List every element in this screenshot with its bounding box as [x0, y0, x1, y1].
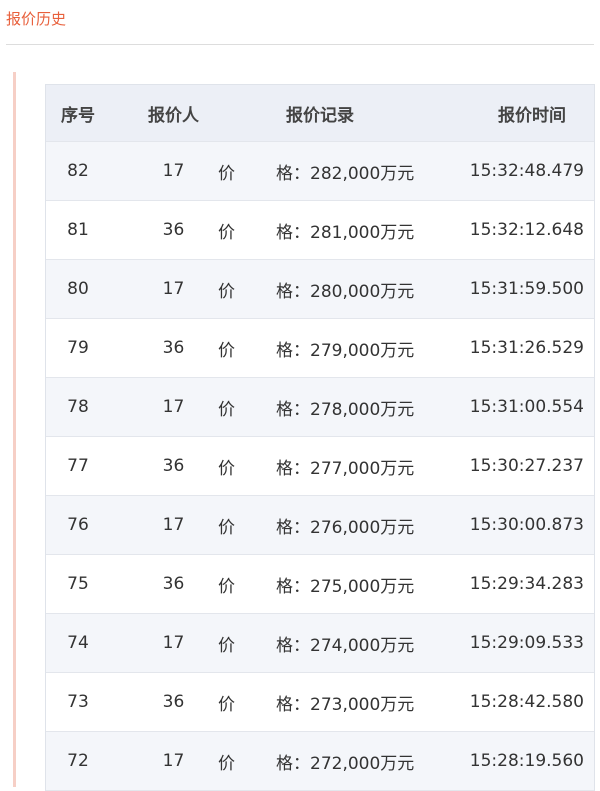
- row-price-value: 273,000万元: [310, 694, 415, 715]
- row-time: 15:29:09.533: [469, 633, 584, 653]
- row-price-label-1: 价: [218, 753, 235, 774]
- row-no: 80: [67, 279, 89, 299]
- row-no: 72: [67, 751, 89, 771]
- row-no: 74: [67, 633, 89, 653]
- row-no: 75: [67, 574, 89, 594]
- row-price-label-1: 价: [218, 517, 235, 538]
- row-price-value: 274,000万元: [310, 635, 415, 656]
- row-bidder: 17: [162, 397, 185, 417]
- row-time: 15:30:00.873: [469, 515, 584, 535]
- row-price: 格：274,000万元: [276, 631, 414, 656]
- header-bidder: 报价人: [148, 105, 199, 126]
- row-price: 格：279,000万元: [276, 336, 414, 361]
- row-bidder: 17: [162, 279, 185, 299]
- row-price-label-2: 格：: [276, 458, 310, 479]
- header-time: 报价时间: [498, 105, 566, 126]
- row-price: 格：281,000万元: [276, 218, 414, 243]
- row-price-label-2: 格：: [276, 163, 310, 184]
- header-record: 报价记录: [286, 105, 354, 126]
- row-time: 15:30:27.237: [469, 456, 584, 476]
- table-row: 78 17 价 格：278,000万元 15:31:00.554: [46, 378, 594, 437]
- row-bidder: 36: [162, 220, 185, 240]
- table-row: 82 17 价 格：282,000万元 15:32:48.479: [46, 142, 594, 201]
- row-price: 格：280,000万元: [276, 277, 414, 302]
- row-time: 15:28:42.580: [469, 692, 584, 712]
- row-price-value: 280,000万元: [310, 281, 415, 302]
- row-price-value: 277,000万元: [310, 458, 415, 479]
- row-price-label-1: 价: [218, 458, 235, 479]
- row-price-value: 272,000万元: [310, 753, 415, 774]
- row-price-label-1: 价: [218, 399, 235, 420]
- row-price-label-1: 价: [218, 281, 235, 302]
- row-bidder: 36: [162, 456, 185, 476]
- row-price: 格：275,000万元: [276, 572, 414, 597]
- row-price-value: 278,000万元: [310, 399, 415, 420]
- row-no: 76: [67, 515, 89, 535]
- table-row: 76 17 价 格：276,000万元 15:30:00.873: [46, 496, 594, 555]
- accent-bar: [13, 72, 16, 787]
- table-row: 74 17 价 格：274,000万元 15:29:09.533: [46, 614, 594, 673]
- row-price: 格：277,000万元: [276, 454, 414, 479]
- table-row: 80 17 价 格：280,000万元 15:31:59.500: [46, 260, 594, 319]
- row-bidder: 17: [162, 633, 185, 653]
- row-price-label-2: 格：: [276, 517, 310, 538]
- row-no: 82: [67, 161, 89, 181]
- row-price-label-2: 格：: [276, 399, 310, 420]
- row-time: 15:31:59.500: [469, 279, 584, 299]
- header-no: 序号: [61, 105, 95, 126]
- row-price-label-1: 价: [218, 576, 235, 597]
- table-row: 72 17 价 格：272,000万元 15:28:19.560: [46, 732, 594, 791]
- row-price-value: 281,000万元: [310, 222, 415, 243]
- row-price-label-2: 格：: [276, 576, 310, 597]
- row-price: 格：276,000万元: [276, 513, 414, 538]
- row-price-label-1: 价: [218, 635, 235, 656]
- row-price: 格：273,000万元: [276, 690, 414, 715]
- table-row: 77 36 价 格：277,000万元 15:30:27.237: [46, 437, 594, 496]
- row-price-value: 276,000万元: [310, 517, 415, 538]
- row-bidder: 17: [162, 751, 185, 771]
- row-bidder: 36: [162, 338, 185, 358]
- row-price-label-2: 格：: [276, 281, 310, 302]
- table-row: 75 36 价 格：275,000万元 15:29:34.283: [46, 555, 594, 614]
- row-price-label-2: 格：: [276, 694, 310, 715]
- row-no: 73: [67, 692, 89, 712]
- table-row: 79 36 价 格：279,000万元 15:31:26.529: [46, 319, 594, 378]
- row-bidder: 36: [162, 692, 185, 712]
- divider: [6, 44, 594, 45]
- row-price: 格：272,000万元: [276, 749, 414, 774]
- row-time: 15:32:48.479: [469, 161, 584, 181]
- row-price-value: 279,000万元: [310, 340, 415, 361]
- row-time: 15:29:34.283: [469, 574, 584, 594]
- section-title: 报价历史: [6, 10, 67, 28]
- row-time: 15:32:12.648: [469, 220, 584, 240]
- row-time: 15:28:19.560: [469, 751, 584, 771]
- table-row: 81 36 价 格：281,000万元 15:32:12.648: [46, 201, 594, 260]
- row-price: 格：282,000万元: [276, 159, 414, 184]
- row-price-label-2: 格：: [276, 753, 310, 774]
- row-no: 81: [67, 220, 89, 240]
- row-price-label-1: 价: [218, 222, 235, 243]
- table-row: 73 36 价 格：273,000万元 15:28:42.580: [46, 673, 594, 732]
- row-price-label-2: 格：: [276, 340, 310, 361]
- row-bidder: 36: [162, 574, 185, 594]
- row-price-label-1: 价: [218, 163, 235, 184]
- row-time: 15:31:00.554: [469, 397, 584, 417]
- row-no: 78: [67, 397, 89, 417]
- row-bidder: 17: [162, 161, 185, 181]
- bid-history-table: 序号 报价人 报价记录 报价时间 82 17 价 格：282,000万元 15:…: [45, 84, 595, 791]
- row-price-label-1: 价: [218, 340, 235, 361]
- row-no: 79: [67, 338, 89, 358]
- row-price: 格：278,000万元: [276, 395, 414, 420]
- row-no: 77: [67, 456, 89, 476]
- row-price-value: 282,000万元: [310, 163, 415, 184]
- table-header: 序号 报价人 报价记录 报价时间: [46, 85, 594, 142]
- row-price-value: 275,000万元: [310, 576, 415, 597]
- row-price-label-2: 格：: [276, 222, 310, 243]
- row-price-label-2: 格：: [276, 635, 310, 656]
- row-price-label-1: 价: [218, 694, 235, 715]
- row-bidder: 17: [162, 515, 185, 535]
- row-time: 15:31:26.529: [469, 338, 584, 358]
